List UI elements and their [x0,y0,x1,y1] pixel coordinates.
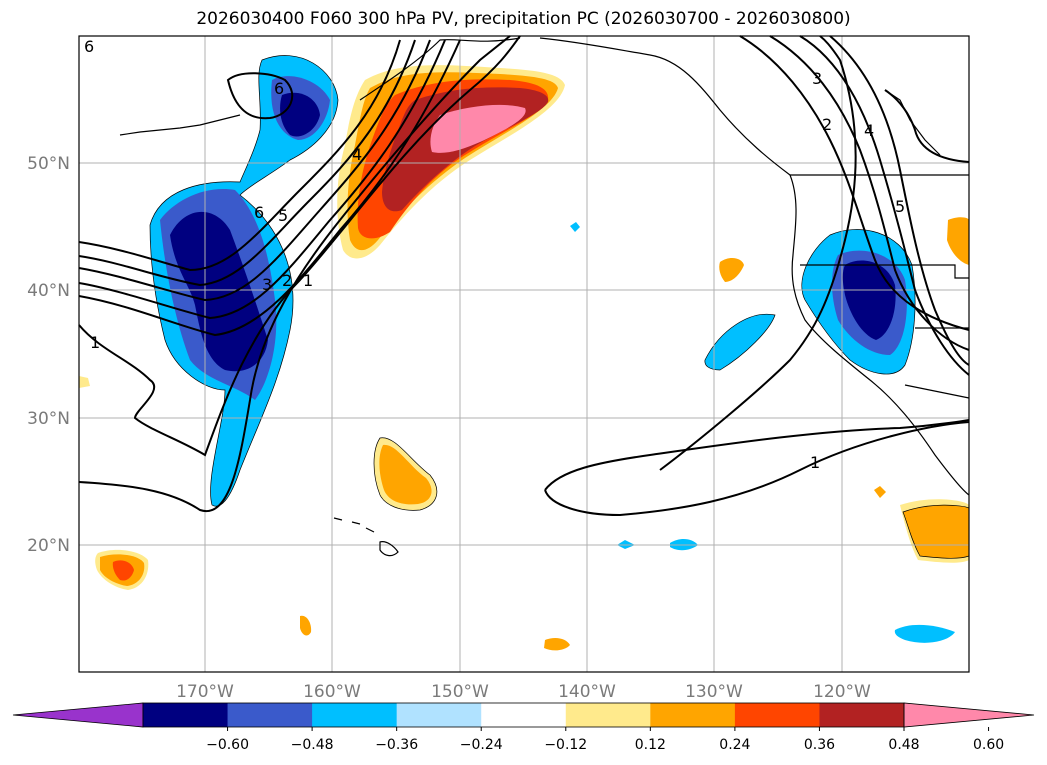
positive-precip-scattered [79,217,969,651]
pv-label: 2 [822,115,832,134]
lat-label: 40°N [27,281,70,301]
pv-label: 4 [864,121,874,140]
colorbar-frame [142,702,905,728]
pv-label: 5 [895,197,905,216]
colorbar-tick-label: 0.12 [635,737,666,753]
negative-precip-california [570,222,955,643]
colorbar-tick-label: 0.48 [888,737,919,753]
pv-label: 3 [812,69,822,88]
colorbar-tick-label: 0.24 [719,737,750,753]
colorbar-tick-label: −0.12 [544,737,587,753]
colorbar-tick-label: 0.36 [804,737,835,753]
map-title: 2026030400 F060 300 hPa PV, precipitatio… [196,9,851,29]
colorbar-segment [481,703,567,727]
colorbar-segment [227,703,313,727]
colorbar-segment [650,703,736,727]
colorbar-tick-label: −0.48 [291,737,334,753]
lat-label: 50°N [27,154,70,174]
lon-label: 140°W [558,682,616,702]
pv-contours [78,35,970,517]
colorbar-tick-label: −0.24 [460,737,503,753]
lon-label: 170°W [176,682,234,702]
lat-label: 20°N [27,536,70,556]
lat-label: 30°N [27,409,70,429]
precip-outlines [149,55,970,559]
pv-label: 6 [254,203,264,222]
colorbar-tick-label: −0.60 [206,737,249,753]
pv-label: 5 [278,206,288,225]
longitude-labels: 170°W 160°W 150°W 140°W 130°W 120°W [176,682,871,702]
lon-label: 160°W [303,682,361,702]
colorbar-tick-label: 0.60 [973,737,1004,753]
colorbar-segment [312,703,398,727]
pv-label: 1 [90,333,100,352]
colorbar-segment [734,703,820,727]
colorbar-segment [565,703,651,727]
map-panel: 6 6 5 4 3 2 1 1 1 2 3 4 5 6 [78,35,970,673]
colorbar-extend-high [903,702,1035,728]
colorbar: −0.60 −0.48 −0.36 −0.24 −0.12 0.12 0.24 0.36 0.4… [12,702,1035,753]
pv-label: 1 [810,453,820,472]
pv-label: 3 [262,275,272,294]
latitude-labels: 50°N 40°N 30°N 20°N [27,154,70,556]
colorbar-extend-low [12,702,144,728]
pv-label: 4 [352,145,362,164]
colorbar-segment [396,703,482,727]
pv-label: 6 [84,37,94,56]
lon-label: 120°W [813,682,871,702]
pv-contour-labels: 6 6 5 4 3 2 1 1 1 2 3 4 5 6 [84,37,905,472]
graticule [79,36,969,672]
lon-label: 150°W [431,682,489,702]
pv-label: 1 [303,271,313,290]
pv-label: 2 [282,271,292,290]
colorbar-segment [143,703,229,727]
lon-label: 130°W [685,682,743,702]
pv-label: 6 [274,79,284,98]
colorbar-tick-label: −0.36 [375,737,418,753]
colorbar-segment [819,703,905,727]
